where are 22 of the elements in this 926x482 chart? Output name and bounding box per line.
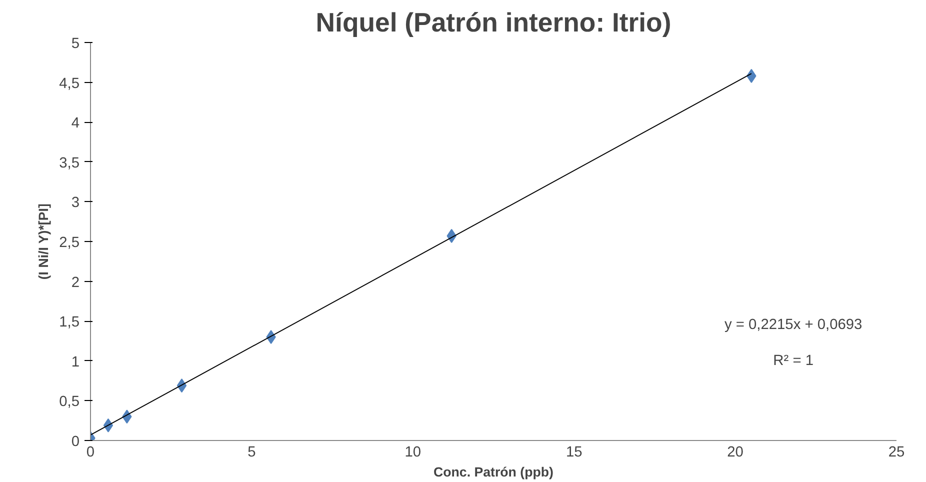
y-tick-label: 4,5 [59, 76, 80, 92]
x-tick-label: 25 [888, 444, 905, 460]
annotation: y = 0,2215x + 0,0693 [724, 317, 862, 334]
y-tick-label: 5 [71, 36, 80, 52]
y-tick-label: 0,5 [59, 394, 80, 410]
y-tick-label: 2,5 [59, 235, 80, 251]
y-axis-title: (I Ni/I Y)*[PI] [36, 204, 52, 280]
x-tick-label: 10 [404, 444, 422, 460]
x-tick-label: 20 [727, 444, 744, 460]
x-tick-label: 5 [248, 444, 256, 460]
y-tick-label: 0 [71, 434, 80, 450]
x-axis-title: Conc. Patrón (ppb) [434, 464, 554, 480]
y-tick-label: 1,5 [59, 314, 80, 331]
y-tick-label: 1 [71, 354, 80, 370]
annotation: R² = 1 [773, 352, 814, 369]
y-tick-label: 4 [71, 116, 80, 132]
y-tick-label: 3,5 [59, 155, 80, 172]
y-tick-label: 3 [71, 195, 80, 212]
x-tick-label: 15 [566, 444, 582, 460]
chart-title: Níquel (Patrón interno: Itrio) [316, 8, 672, 38]
x-tick-label: 0 [86, 444, 95, 460]
y-tick-label: 2 [71, 274, 80, 291]
